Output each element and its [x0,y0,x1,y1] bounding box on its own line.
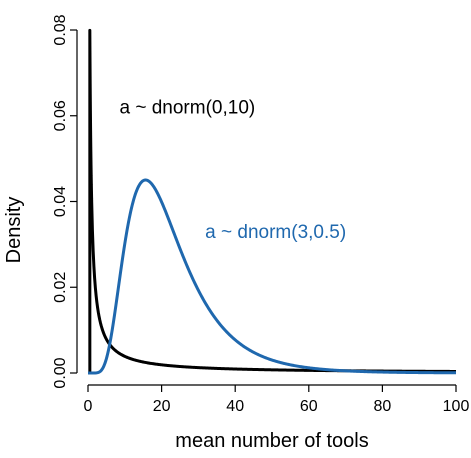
x-tick-label: 80 [374,398,392,415]
x-tick-label: 0 [84,398,93,415]
density-curves [86,28,457,375]
y-tick-label: 0.08 [52,14,69,45]
annotation-label-1: a ~ dnorm(0,10) [120,98,256,119]
x-tick-label: 40 [226,398,244,415]
y-tick-label: 0.04 [52,186,69,217]
x-tick-label: 100 [443,398,470,415]
x-axis-title: mean number of tools [175,430,368,452]
density-curve-1 [88,28,457,374]
y-tick-label: 0.02 [52,272,69,303]
annotations: a ~ dnorm(0,10) a ~ dnorm(3,0.5) [120,98,347,243]
y-tick-label: 0.06 [52,100,69,131]
y-tick-label: 0.00 [52,357,69,388]
x-tick-label: 60 [300,398,318,415]
x-tick-label: 20 [153,398,171,415]
axes: 0 20 40 60 80 100 0.00 0.02 0.04 0.06 0.08 [52,14,469,415]
y-axis-title: Density [3,197,25,264]
density-curve-2 [86,178,457,375]
annotation-label-2: a ~ dnorm(3,0.5) [205,222,346,243]
